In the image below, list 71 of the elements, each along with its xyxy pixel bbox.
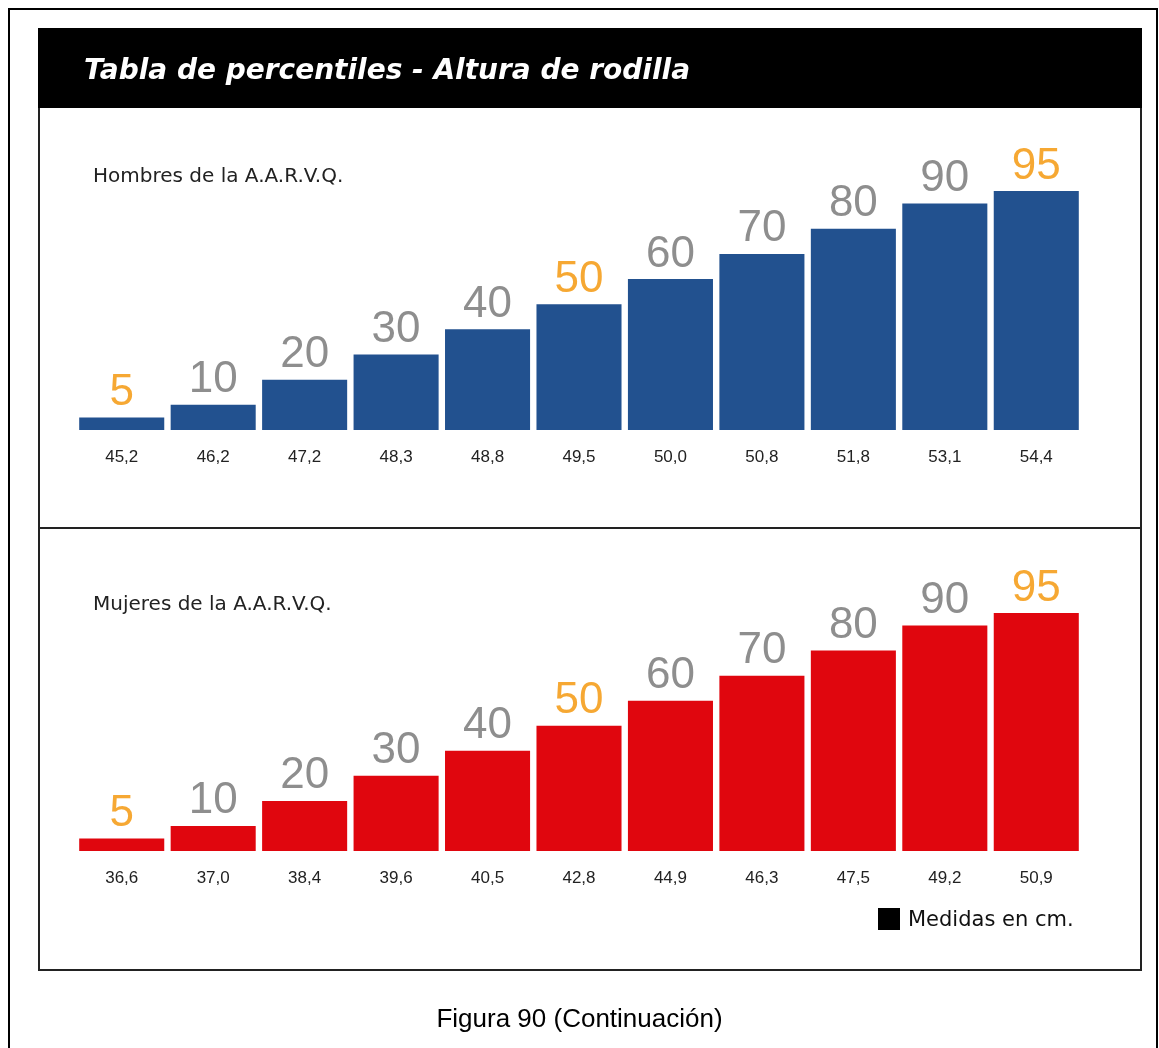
chart-subtitle: Mujeres de la A.A.R.V.Q. xyxy=(93,591,332,615)
bar xyxy=(170,404,256,430)
bar xyxy=(902,625,988,851)
data-label: 60 xyxy=(645,226,695,276)
data-label: 5 xyxy=(109,785,134,835)
data-label: 10 xyxy=(188,352,238,402)
text: Figura 90 (Continuación) xyxy=(435,1003,724,1034)
bar xyxy=(993,613,1079,851)
data-label: 40 xyxy=(463,276,513,326)
data-label: 70 xyxy=(737,201,787,251)
data-label: 20 xyxy=(280,327,330,377)
bar xyxy=(536,304,622,430)
x-tick-label: 39,6 xyxy=(379,868,413,887)
bar xyxy=(810,228,896,430)
bar xyxy=(627,279,713,430)
data-label: 95 xyxy=(1011,560,1061,610)
bar xyxy=(79,417,165,430)
bar xyxy=(719,675,805,851)
data-label: 90 xyxy=(920,573,970,623)
x-tick-label: 51,8 xyxy=(836,447,870,466)
x-tick-label: 54,4 xyxy=(1019,447,1053,466)
x-tick-label: 49,2 xyxy=(928,868,962,887)
bar xyxy=(536,725,622,851)
bar xyxy=(445,329,531,430)
data-label: 5 xyxy=(109,364,134,414)
bar xyxy=(445,750,531,851)
x-tick-label: 37,0 xyxy=(196,868,230,887)
data-label: 30 xyxy=(371,302,421,352)
data-label: 50 xyxy=(554,251,604,301)
x-tick-label: 42,8 xyxy=(562,868,596,887)
chart-title: Tabla de percentiles - Altura de rodilla xyxy=(38,28,1142,108)
x-tick-label: 36,6 xyxy=(105,868,139,887)
bar xyxy=(79,838,165,851)
bar xyxy=(262,379,348,430)
x-tick-label: 49,5 xyxy=(562,447,596,466)
bar xyxy=(170,825,256,851)
x-tick-label: 50,9 xyxy=(1019,868,1053,887)
x-tick-label: 45,2 xyxy=(105,447,139,466)
text: Medidas en cm. xyxy=(908,907,1074,931)
x-tick-label: 38,4 xyxy=(288,868,322,887)
data-label: 90 xyxy=(920,151,970,201)
chart-subtitle: Hombres de la A.A.R.V.Q. xyxy=(93,163,344,187)
data-label: 80 xyxy=(828,176,878,226)
x-tick-label: 48,3 xyxy=(379,447,413,466)
data-label: 30 xyxy=(371,723,421,773)
data-label: 40 xyxy=(463,698,513,748)
x-tick-label: 46,2 xyxy=(196,447,230,466)
data-label: 95 xyxy=(1011,138,1061,188)
bar xyxy=(810,650,896,851)
x-tick-label: 50,0 xyxy=(653,447,687,466)
x-tick-label: 53,1 xyxy=(928,447,962,466)
bar xyxy=(262,800,348,851)
data-label: 70 xyxy=(737,623,787,673)
x-tick-label: 46,3 xyxy=(745,868,779,887)
bar xyxy=(627,700,713,851)
x-tick-label: 47,5 xyxy=(836,868,870,887)
data-label: 50 xyxy=(554,673,604,723)
data-label: 20 xyxy=(280,748,330,798)
x-tick-label: 47,2 xyxy=(288,447,322,466)
x-tick-label: 48,8 xyxy=(471,447,505,466)
x-tick-label: 44,9 xyxy=(653,868,687,887)
x-tick-label: 50,8 xyxy=(745,447,779,466)
bar xyxy=(353,354,439,430)
x-tick-label: 40,5 xyxy=(471,868,505,887)
bar xyxy=(902,203,988,430)
data-label: 80 xyxy=(828,598,878,648)
bar xyxy=(719,253,805,430)
data-label: 60 xyxy=(645,648,695,698)
bar xyxy=(993,191,1079,430)
bar xyxy=(353,775,439,851)
data-label: 10 xyxy=(188,773,238,823)
